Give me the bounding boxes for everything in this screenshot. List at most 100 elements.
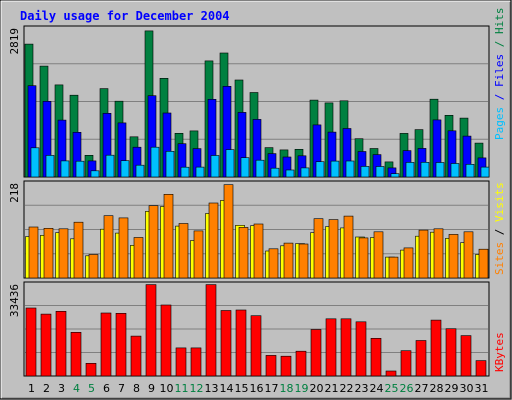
- bar-pages-day-20: [315, 161, 325, 178]
- x-tick-day-27: 27: [415, 382, 429, 395]
- bar-pages-day-28: [435, 162, 445, 178]
- bar-sites-day-26: [403, 247, 414, 279]
- bar-pages-day-15: [240, 157, 250, 178]
- bar-sites-day-24: [373, 231, 384, 279]
- x-tick-day-21: 21: [325, 382, 339, 395]
- bar-pages-day-3: [60, 160, 70, 178]
- bar-pages-day-31: [480, 166, 490, 178]
- x-tick-day-12: 12: [190, 382, 204, 395]
- bar-kbytes-day-28: [430, 319, 442, 377]
- bar-kbytes-day-12: [190, 347, 202, 377]
- bar-kbytes-day-19: [295, 350, 307, 377]
- bar-kbytes-day-3: [55, 310, 67, 377]
- bar-kbytes-day-25: [385, 370, 397, 377]
- panel-middle-legend: Sites / Visits: [493, 182, 506, 275]
- bar-pages-day-24: [375, 166, 385, 178]
- bar-kbytes-day-14: [220, 310, 232, 377]
- bar-sites-day-3: [58, 228, 69, 279]
- bar-pages-day-14: [225, 149, 235, 178]
- bar-pages-day-21: [330, 160, 340, 178]
- bar-pages-day-9: [150, 146, 160, 178]
- legend-kbytes: KBytes: [493, 332, 506, 372]
- bar-kbytes-day-11: [175, 347, 187, 377]
- bar-kbytes-day-1: [25, 307, 37, 377]
- bar-kbytes-day-2: [40, 313, 52, 377]
- x-tick-day-14: 14: [220, 382, 234, 395]
- bar-sites-day-19: [298, 243, 309, 279]
- bar-sites-day-17: [268, 248, 279, 279]
- bar-pages-day-5: [90, 170, 100, 178]
- bar-sites-day-12: [193, 230, 204, 279]
- bar-kbytes-day-6: [100, 312, 112, 377]
- bar-sites-day-21: [328, 219, 339, 279]
- bar-sites-day-27: [418, 229, 429, 279]
- panel-bottom-ymax-label: 33436: [8, 284, 21, 317]
- bar-pages-day-18: [285, 169, 295, 178]
- x-tick-day-25: 25: [385, 382, 399, 395]
- bar-sites-day-9: [148, 205, 159, 279]
- bar-sites-day-11: [178, 223, 189, 279]
- x-tick-day-1: 1: [28, 382, 35, 395]
- bar-kbytes-day-20: [310, 329, 322, 377]
- bar-sites-day-2: [43, 228, 54, 279]
- bar-sites-day-7: [118, 217, 129, 279]
- legend-visits: Visits: [493, 182, 506, 228]
- x-tick-day-15: 15: [235, 382, 249, 395]
- x-tick-day-6: 6: [103, 382, 110, 395]
- x-tick-day-11: 11: [175, 382, 189, 395]
- bar-pages-day-16: [255, 159, 265, 178]
- bar-pages-day-22: [345, 160, 355, 178]
- x-tick-day-4: 4: [73, 382, 80, 395]
- bar-pages-day-25: [390, 173, 400, 178]
- legend-separator: /: [493, 229, 506, 242]
- bar-sites-day-16: [253, 223, 264, 279]
- bar-sites-day-8: [133, 237, 144, 279]
- bar-pages-day-10: [165, 151, 175, 178]
- panel-top-legend: Pages / Files / Hits: [493, 8, 506, 140]
- legend-sites: Sites: [493, 242, 506, 275]
- bar-kbytes-day-27: [415, 340, 427, 377]
- x-tick-day-26: 26: [400, 382, 414, 395]
- bar-kbytes-day-9: [145, 284, 157, 377]
- x-tick-day-13: 13: [205, 382, 219, 395]
- bar-sites-day-30: [463, 231, 474, 279]
- bar-pages-day-26: [405, 162, 415, 178]
- x-tick-day-24: 24: [370, 382, 384, 395]
- bar-sites-day-1: [28, 226, 39, 279]
- x-tick-day-28: 28: [430, 382, 444, 395]
- chart-title: Daily usage for December 2004: [20, 9, 230, 23]
- legend-hits: / Hits: [493, 8, 506, 54]
- bar-kbytes-day-13: [205, 284, 217, 377]
- bar-pages-day-27: [420, 162, 430, 178]
- bar-kbytes-day-16: [250, 315, 262, 377]
- bar-pages-day-6: [105, 154, 115, 178]
- bar-sites-day-25: [388, 256, 399, 279]
- bar-kbytes-day-10: [160, 304, 172, 377]
- bar-kbytes-day-7: [115, 312, 127, 377]
- bar-pages-day-11: [180, 166, 190, 178]
- bar-pages-day-30: [465, 164, 475, 178]
- x-tick-day-31: 31: [475, 382, 489, 395]
- x-tick-day-19: 19: [295, 382, 309, 395]
- bar-kbytes-day-29: [445, 328, 457, 377]
- bar-pages-day-23: [360, 166, 370, 178]
- bar-sites-day-18: [283, 242, 294, 279]
- x-tick-day-22: 22: [340, 382, 354, 395]
- x-tick-day-16: 16: [250, 382, 264, 395]
- x-tick-day-30: 30: [460, 382, 474, 395]
- legend-files: / Files: [493, 54, 506, 107]
- x-tick-day-10: 10: [160, 382, 174, 395]
- bar-kbytes-day-5: [85, 362, 97, 377]
- x-tick-day-5: 5: [88, 382, 95, 395]
- bar-sites-day-4: [73, 221, 84, 279]
- bar-sites-day-23: [358, 237, 369, 279]
- bar-pages-day-29: [450, 163, 460, 178]
- x-tick-day-9: 9: [148, 382, 155, 395]
- bar-sites-day-28: [433, 228, 444, 279]
- x-tick-day-17: 17: [265, 382, 279, 395]
- bar-sites-day-22: [343, 215, 354, 279]
- bar-pages-day-13: [210, 155, 220, 178]
- bar-kbytes-day-4: [70, 331, 82, 377]
